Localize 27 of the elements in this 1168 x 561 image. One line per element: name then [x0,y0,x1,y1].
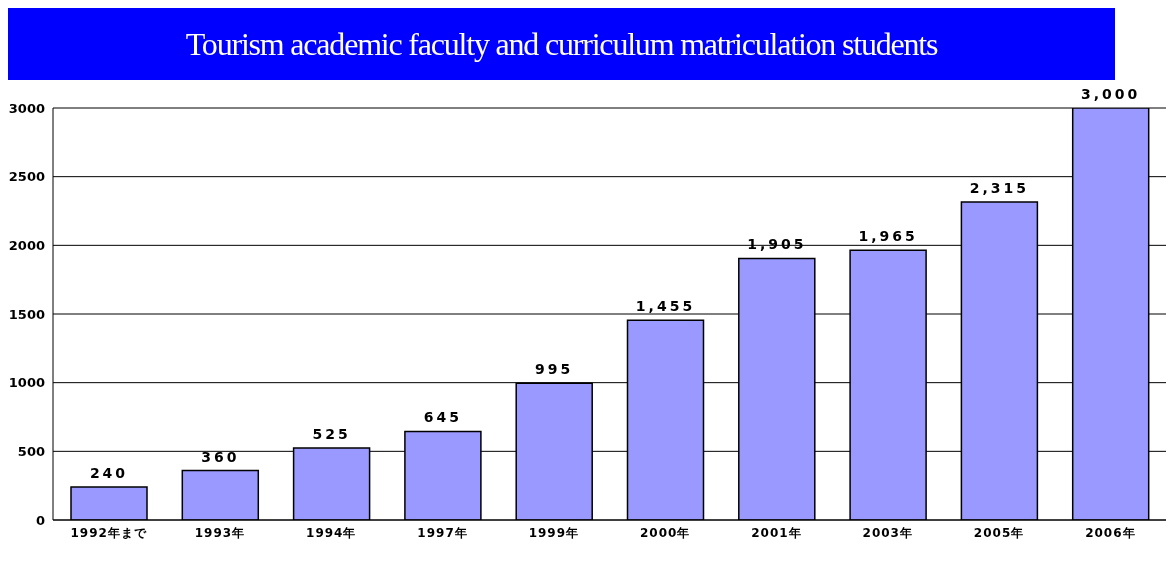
y-tick-label: 2000 [8,237,45,253]
x-tick-label: 2001年 [751,525,802,540]
data-label: 525 [312,425,351,442]
data-label: 645 [423,409,463,426]
y-tick-label: 3000 [8,100,45,116]
y-tick-label: 1500 [8,306,45,322]
data-label: 2,315 [969,180,1030,197]
x-tick-label: 2003年 [862,525,913,540]
y-tick-label: 500 [17,443,45,459]
y-tick-label: 2500 [8,169,45,185]
x-tick-label: 2006年 [1085,525,1136,540]
x-tick-label: 2000年 [639,525,691,540]
y-tick-label: 0 [35,512,45,528]
x-tick-label: 1993年 [194,525,246,540]
data-label: 1,965 [858,228,918,245]
data-label: 995 [535,361,574,378]
data-label: 1,455 [635,298,696,315]
x-tick-label: 1997年 [417,525,468,540]
x-tick-label: 1994年 [306,525,357,540]
x-tick-label: 1999年 [528,525,580,540]
x-tick-label: 2005年 [973,525,1025,540]
x-tick-label: 1992年まで [70,525,147,540]
data-label: 240 [89,465,129,482]
chart-title: Tourism academic faculty and curriculum matriculation students [185,25,938,63]
data-label: 3,000 [1081,86,1141,102]
y-tick-label: 1000 [8,375,45,391]
data-label: 360 [201,448,240,465]
